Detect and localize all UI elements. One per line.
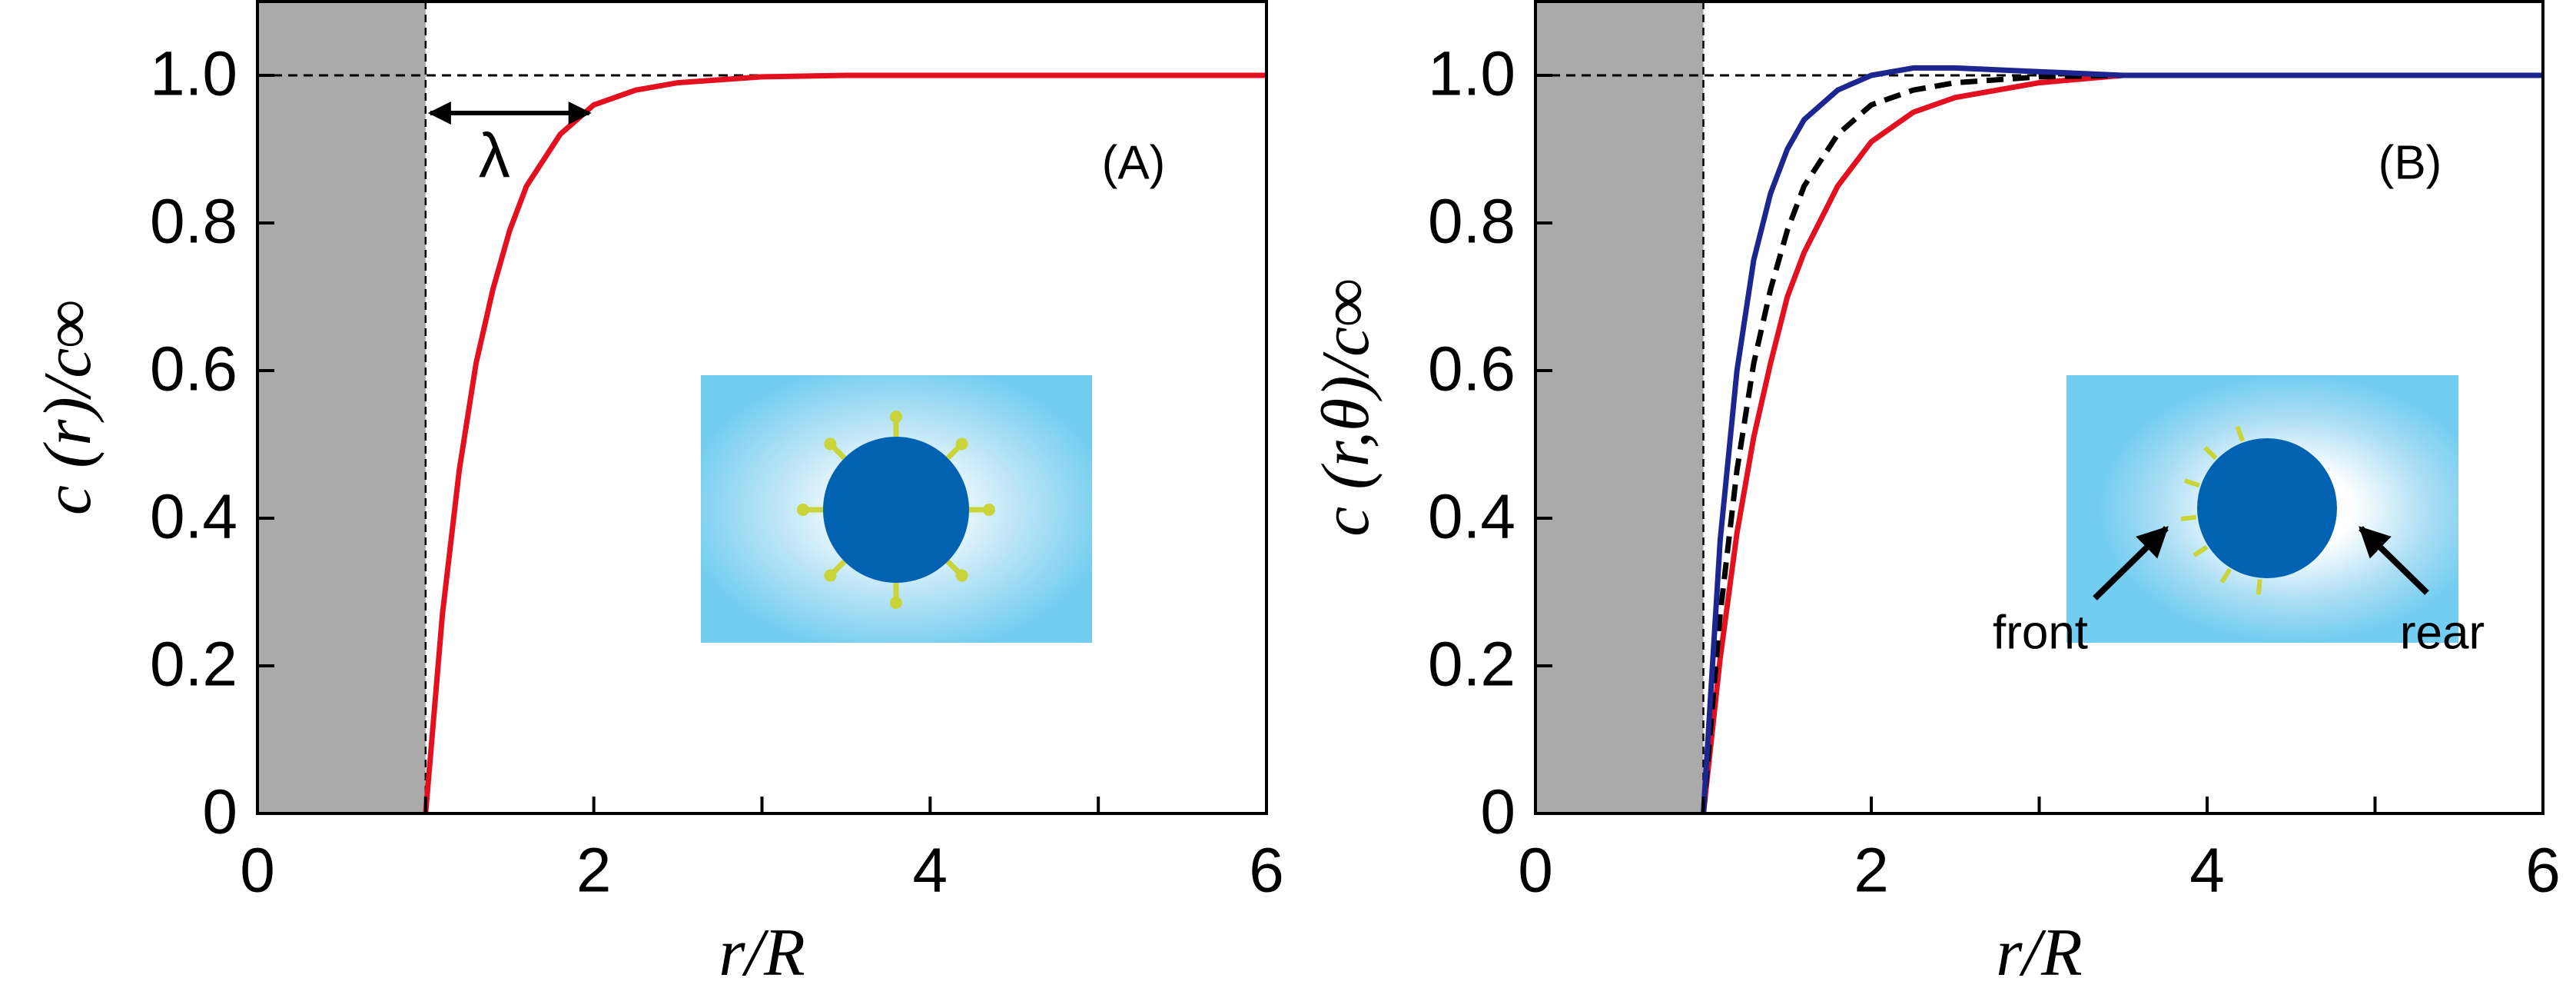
inset-ligand-tip	[983, 504, 995, 516]
panel-label: (A)	[1102, 136, 1166, 189]
y-tick-label: 0.8	[1428, 187, 1515, 257]
inset-ligand-tip	[824, 569, 837, 582]
x-tick-label: 6	[2525, 836, 2561, 906]
inset-ligand-tip	[797, 504, 809, 516]
y-tick-label: 0.6	[1428, 334, 1515, 404]
inset-ligand	[2193, 544, 2209, 557]
x-tick-label: 2	[1854, 836, 1889, 906]
y-tick-label: 1.0	[1428, 39, 1515, 109]
inset-ligand	[2219, 567, 2232, 584]
inset-ligand	[2235, 425, 2246, 442]
y-tick-label: 0.4	[150, 482, 237, 552]
chart-panel: 0 0.2 0.4 0.6 0.8 1.0 0 2 4 6 r/R c (r)/c∞ (A) λ	[31, 0, 1284, 990]
inset-label: front	[1993, 606, 2088, 659]
excluded-region	[1535, 2, 1704, 813]
inset-particle	[823, 437, 969, 583]
inset-label: rear	[2400, 606, 2485, 659]
inset-arrow	[2093, 526, 2169, 600]
annotation: λ	[479, 121, 510, 191]
y-tick-label: 0.2	[1428, 630, 1515, 700]
x-tick-label: 2	[576, 836, 612, 906]
x-axis-label: r/R	[1996, 916, 2082, 990]
data-line	[1701, 65, 2543, 814]
y-tick-label: 1.0	[150, 39, 237, 109]
inset-ligand	[2183, 478, 2200, 488]
x-tick-label: 0	[1518, 836, 1553, 906]
y-tick-label: 0.4	[1428, 482, 1515, 552]
excluded-region	[257, 2, 426, 813]
inset-ligand	[2180, 514, 2197, 521]
inset-particle	[2197, 438, 2337, 578]
data-line	[1701, 72, 2543, 814]
panel-label: (B)	[2378, 136, 2442, 189]
y-tick-label: 0	[202, 777, 237, 847]
x-tick-label: 4	[2189, 836, 2225, 906]
inset-ligand	[2256, 579, 2262, 595]
inset-ligand-tip	[890, 597, 902, 609]
y-axis-label: c (r,θ)/c∞	[1309, 278, 1383, 537]
inset-ligand-tip	[824, 437, 837, 451]
inset-ligand-tip	[890, 411, 902, 423]
y-tick-label: 0.6	[150, 334, 237, 404]
y-tick-label: 0	[1480, 777, 1515, 847]
x-tick-label: 6	[1249, 836, 1284, 906]
inset-arrow	[2359, 526, 2429, 595]
x-axis-label: r/R	[719, 916, 805, 990]
x-tick-label: 0	[240, 836, 275, 906]
chart-panel: front rear 0 0.2 0.4 0.6 0.8 1.0 0 2 4 6 r/R c (r,θ)/…	[1309, 0, 2561, 990]
inset-ligand-tip	[955, 437, 968, 451]
y-tick-label: 0.2	[150, 630, 237, 700]
x-tick-label: 4	[913, 836, 948, 906]
inset-ligand	[2203, 445, 2218, 461]
inset-ligand-tip	[955, 569, 968, 582]
y-tick-label: 0.8	[150, 187, 237, 257]
y-axis-label: c (r)/c∞	[31, 300, 105, 515]
